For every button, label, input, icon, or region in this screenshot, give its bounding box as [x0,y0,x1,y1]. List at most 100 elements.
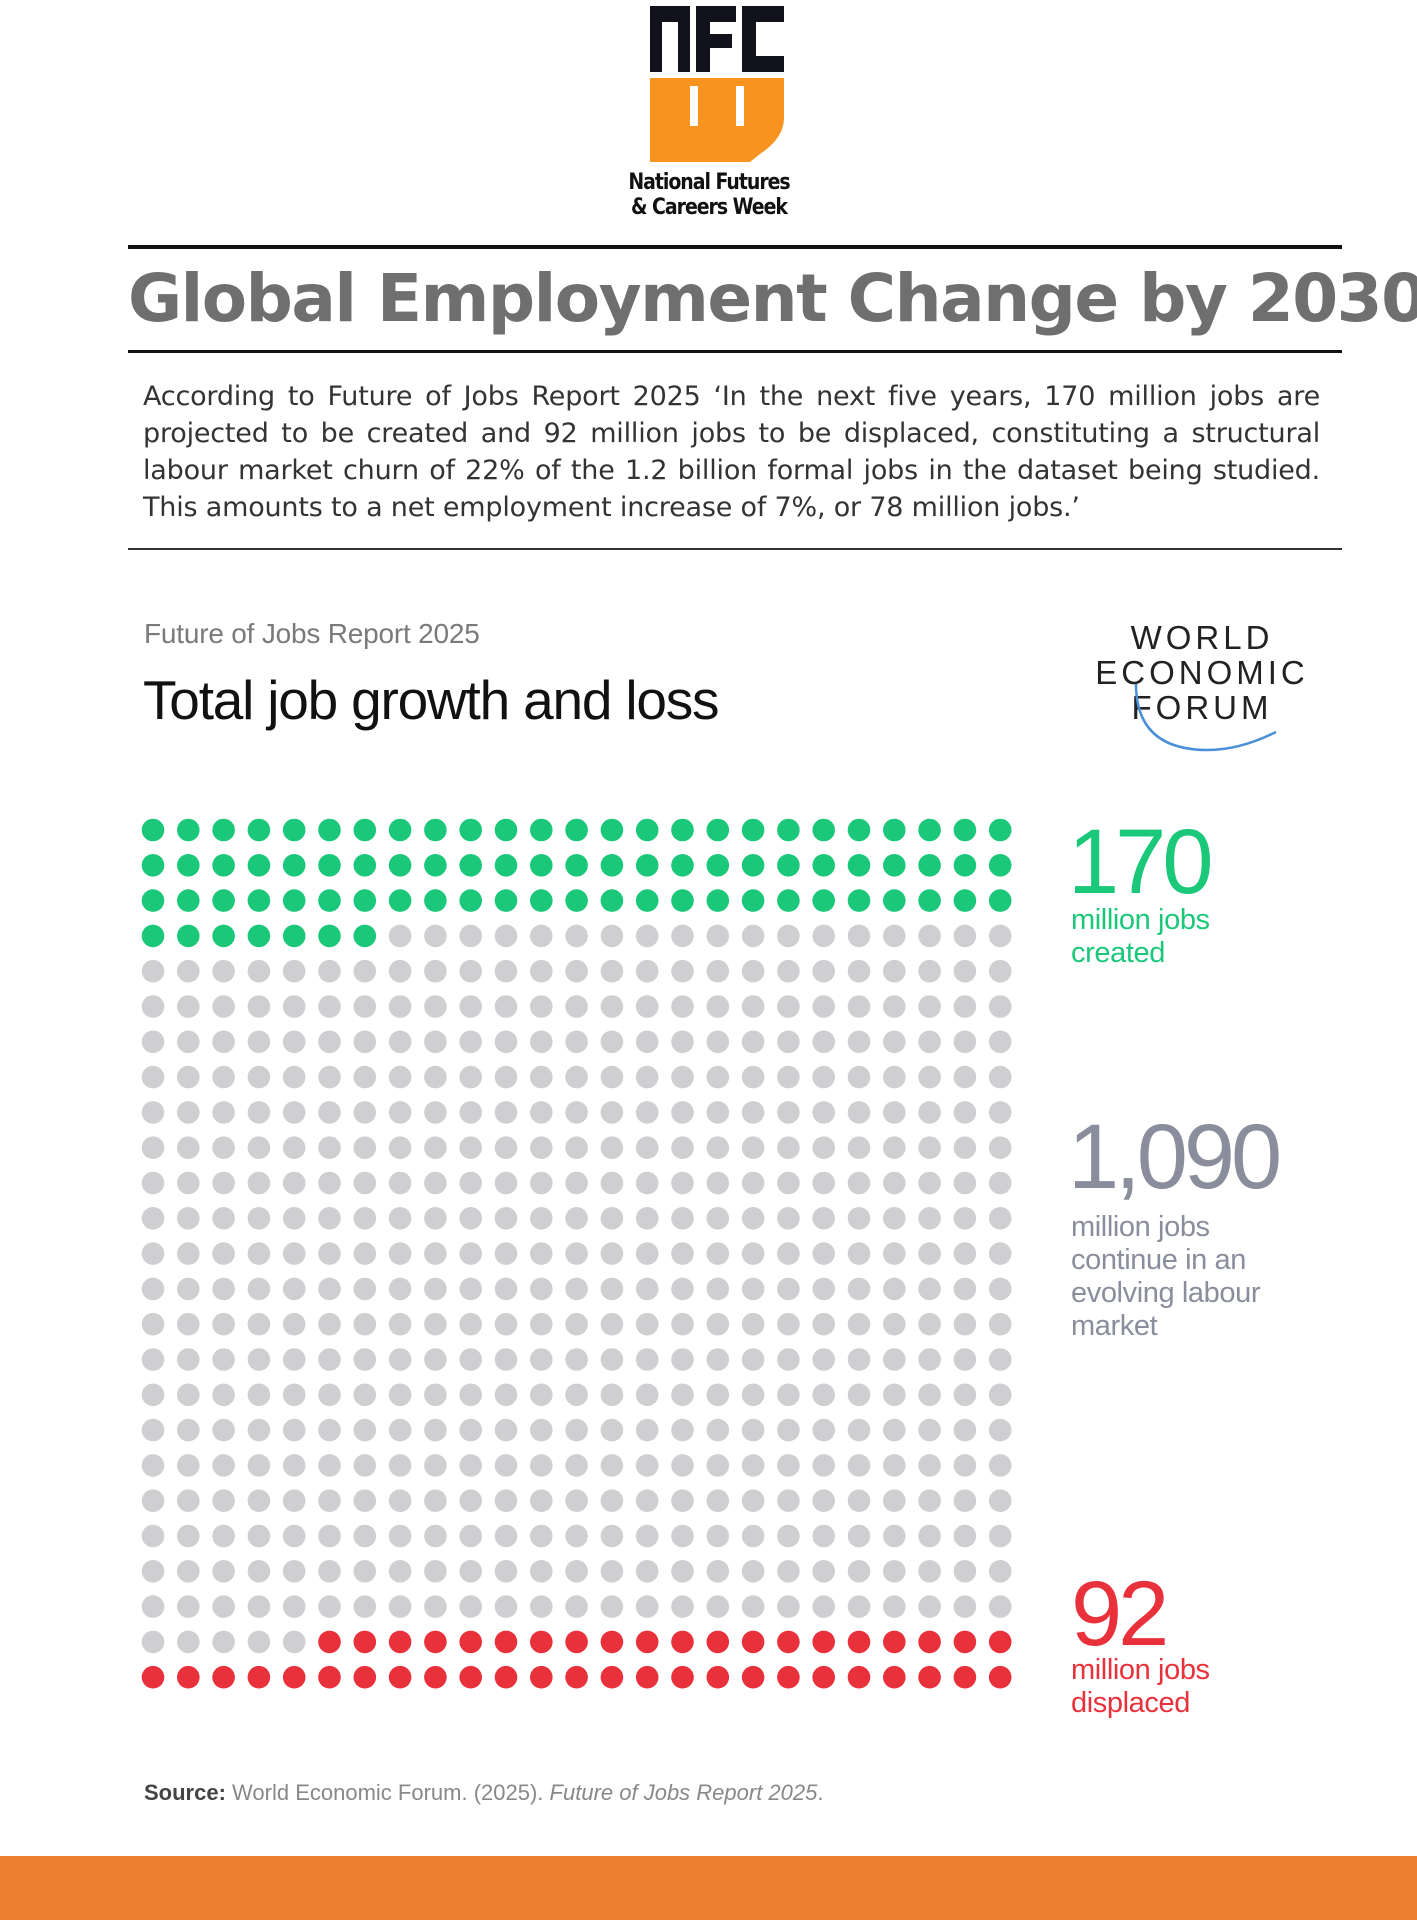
waffle-dot-middle [388,1312,412,1336]
waffle-dot-middle [918,1136,941,1159]
waffle-dot-middle [212,1030,235,1054]
wef-line-3: FORUM [1131,689,1273,726]
waffle-dot-middle [282,1383,306,1407]
waffle-dot-middle [353,1489,377,1512]
waffle-dot-bottom [741,1665,765,1689]
waffle-dot-middle [247,1418,271,1442]
waffle-dot-middle [600,1065,624,1089]
waffle-dot-middle [388,1030,412,1054]
source-text: World Economic Forum. (2025). [232,1780,544,1805]
waffle-dot-middle [741,1383,765,1407]
waffle-dot-middle [953,1418,977,1442]
waffle-dot-middle [282,1101,306,1124]
waffle-dot-middle [953,1524,977,1548]
waffle-dot-middle [424,959,447,983]
waffle-dot-middle [494,1277,518,1301]
waffle-dot-middle [847,1348,871,1371]
waffle-dot-middle [635,1136,659,1159]
waffle-dot-middle [918,959,941,983]
waffle-dot-middle [424,1171,447,1195]
waffle-dot-middle [706,1277,730,1301]
waffle-dot-middle [777,1454,800,1477]
waffle-dot-middle [530,1242,553,1265]
waffle-dot-top [388,854,412,877]
waffle-dot-middle [141,995,165,1018]
waffle-dot-top [353,818,377,842]
waffle-dot-middle [282,1524,306,1548]
waffle-dot-middle [353,1136,377,1159]
waffle-dot-middle [530,1560,553,1583]
waffle-dot-middle [177,1595,200,1618]
waffle-dot-middle [388,1348,412,1371]
waffle-dot-middle [282,1171,306,1195]
waffle-dot-middle [141,1065,165,1089]
waffle-dot-middle [318,1030,341,1054]
displaced-label-line-1: million jobs [1071,1654,1210,1686]
waffle-dot-middle [741,1489,765,1512]
waffle-dot-top [388,889,412,912]
waffle-dot-middle [777,1595,800,1618]
waffle-dot-middle [282,1207,306,1230]
waffle-dot-middle [353,1383,377,1407]
w-shape-icon [650,78,784,162]
source-title: Future of Jobs Report 2025 [549,1780,818,1805]
waffle-dot-middle [565,1171,588,1195]
source-citation: Source: World Economic Forum. (2025). Fu… [144,1780,824,1806]
waffle-dot-bottom [247,1665,271,1689]
waffle-dot-bottom [388,1665,412,1689]
waffle-dot-middle [741,1101,765,1124]
waffle-dot-middle [988,1277,1012,1301]
waffle-dot-middle [953,1595,977,1618]
waffle-dot-middle [988,1207,1012,1230]
waffle-dot-top [388,818,412,842]
waffle-dot-middle [424,995,447,1018]
waffle-dot-top [635,889,659,912]
logo-wordmark: National Futures & Careers Week [626,170,793,220]
waffle-dot-top [247,854,271,877]
waffle-dot-middle [988,995,1012,1018]
waffle-dot-middle [247,1630,271,1654]
waffle-dot-middle [177,1454,200,1477]
waffle-dot-bottom [424,1630,447,1654]
waffle-dot-top [988,889,1012,912]
waffle-dot-middle [988,1348,1012,1371]
waffle-dot-bottom [777,1665,800,1689]
waffle-dot-middle [812,924,835,948]
waffle-dot-middle [459,924,483,948]
waffle-dot-middle [565,1524,588,1548]
waffle-dot-middle [600,995,624,1018]
waffle-dot-middle [247,1383,271,1407]
waffle-dot-top [282,924,306,948]
waffle-dot-middle [706,1383,730,1407]
waffle-dot-middle [177,1277,200,1301]
waffle-dot-middle [177,1524,200,1548]
waffle-dot-middle [953,1383,977,1407]
waffle-dot-middle [141,1171,165,1195]
waffle-dot-middle [883,1348,906,1371]
waffle-dot-top [141,818,165,842]
waffle-dot-top [953,818,977,842]
waffle-dot-middle [141,1207,165,1230]
waffle-dot-middle [918,1489,941,1512]
waffle-dot-middle [953,1171,977,1195]
waffle-dot-middle [988,1560,1012,1583]
waffle-dot-top [918,854,941,877]
waffle-dot-middle [600,1560,624,1583]
waffle-dot-middle [530,959,553,983]
waffle-dot-middle [424,1524,447,1548]
waffle-dot-middle [282,1418,306,1442]
waffle-dot-middle [741,1136,765,1159]
waffle-dot-middle [671,1030,694,1054]
waffle-dot-middle [177,1136,200,1159]
waffle-dot-middle [883,1136,906,1159]
waffle-dot-bottom [706,1665,730,1689]
waffle-dot-middle [883,1312,906,1336]
waffle-dot-middle [282,1242,306,1265]
waffle-dot-middle [847,1277,871,1301]
waffle-dot-middle [988,1489,1012,1512]
displaced-label-line-2: displaced [1071,1687,1190,1719]
waffle-dot-middle [671,1207,694,1230]
waffle-dot-middle [918,1560,941,1583]
continue-label-line-2: continue in an [1071,1244,1246,1276]
waffle-dot-middle [388,1383,412,1407]
